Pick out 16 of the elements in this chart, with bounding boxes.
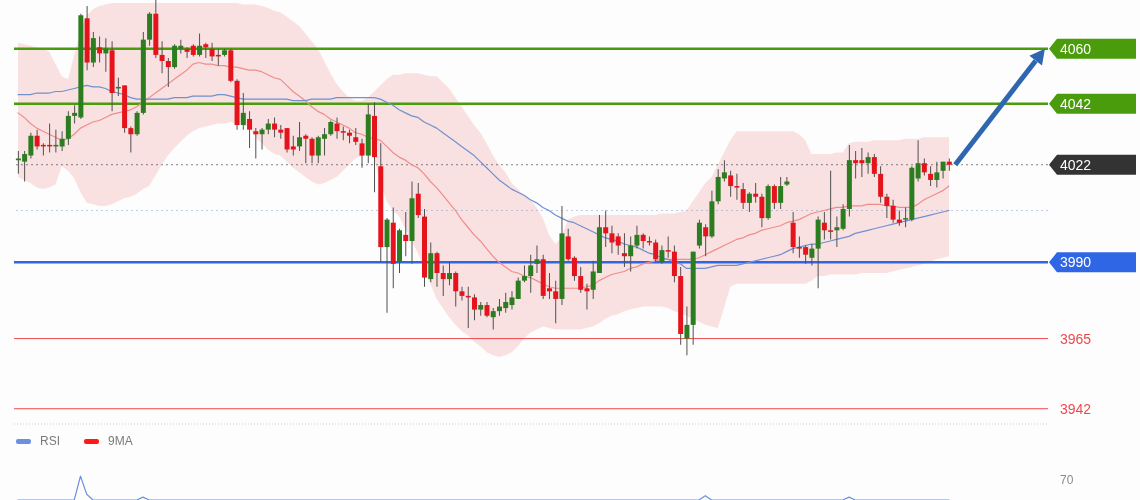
text: 70 [1060, 473, 1074, 487]
line-series [17, 84, 950, 270]
ref-line-label: 3965 [1060, 330, 1092, 347]
ref-line-label: 3942 [1060, 400, 1092, 417]
legend-label: RSI [40, 434, 61, 448]
y-tick-label: 4022 [1060, 156, 1092, 173]
candlestick [665, 236, 671, 258]
candlestick [303, 134, 309, 164]
candlestick [621, 233, 627, 267]
candlestick [253, 128, 259, 159]
y-tick-label: 4060 [1060, 40, 1092, 57]
legend-label: 9MA [108, 434, 133, 448]
y-tick-label: 4042 [1060, 95, 1092, 112]
candlestick [828, 170, 834, 240]
candlestick [734, 173, 740, 200]
y-tick-label: 3990 [1060, 254, 1092, 271]
